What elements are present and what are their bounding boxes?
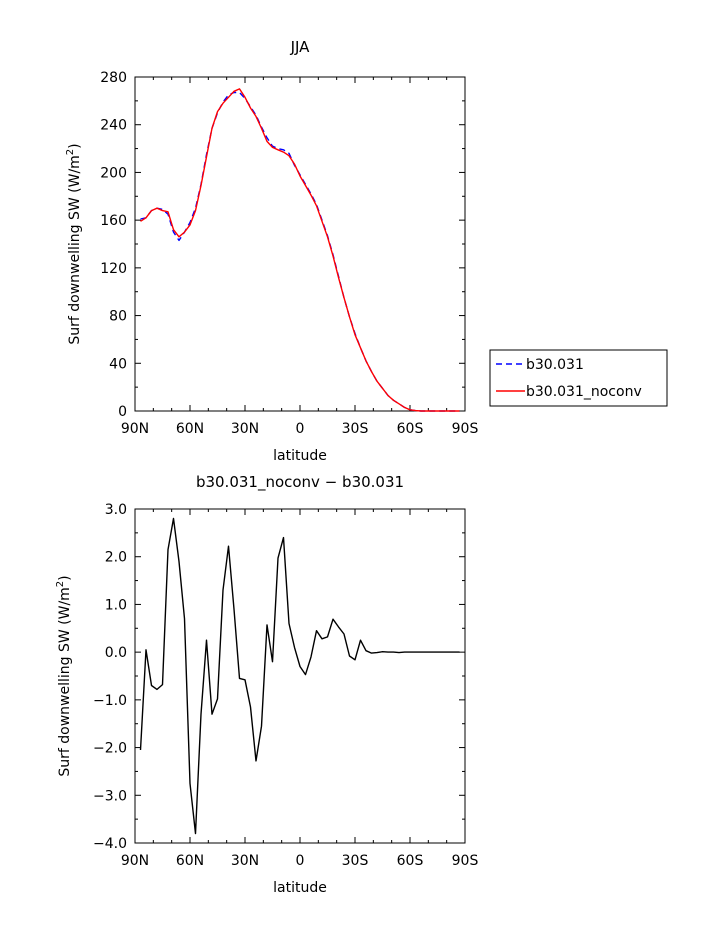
y-ticks: 0 40 80 120 160 200 240 280: [100, 70, 465, 420]
y-tick-label: 120: [100, 261, 127, 277]
y-axis-label: Surf downwelling SW (W/m2): [65, 143, 83, 344]
legend-box: [489, 349, 668, 407]
chart-top-jja: JJA 0 40 80 120 160 200 240 280 90N 60N 30N 0 30S 60…: [65, 38, 668, 464]
y-tick-label: 0: [118, 404, 127, 420]
legend: b30.031 b30.031_noconv: [489, 349, 668, 407]
y-tick-label: −3.0: [93, 788, 127, 804]
y-tick-label: 40: [109, 356, 127, 372]
x-tick-label: 0: [296, 421, 305, 437]
series-layer: [140, 88, 460, 412]
series-line-b30-031-noconv: [140, 88, 460, 412]
y-tick-label: −1.0: [93, 693, 127, 709]
x-tick-label: 60S: [397, 853, 424, 869]
chart-title: JJA: [290, 38, 311, 56]
x-tick-label: 90S: [452, 421, 479, 437]
x-tick-label: 30S: [342, 421, 369, 437]
x-axis-label: latitude: [273, 880, 327, 896]
y-tick-label: 160: [100, 213, 127, 229]
legend-label-b30-031-noconv: b30.031_noconv: [526, 384, 642, 400]
legend-label-b30-031: b30.031: [526, 357, 584, 373]
x-tick-label: 90N: [121, 421, 149, 437]
x-tick-label: 30N: [231, 853, 259, 869]
series-layer: [139, 517, 460, 835]
y-tick-label: 200: [100, 165, 127, 181]
x-ticks: 90N 60N 30N 0 30S 60S 90S: [121, 509, 479, 869]
series-line-b30-031: [140, 91, 460, 412]
plot-frame: [134, 76, 466, 412]
x-tick-label: 60S: [397, 421, 424, 437]
x-tick-label: 90S: [452, 853, 479, 869]
y-tick-label: 240: [100, 118, 127, 134]
y-tick-label: 2.0: [105, 550, 127, 566]
y-tick-label: 0.0: [105, 645, 127, 661]
y-tick-label: −2.0: [93, 741, 127, 757]
y-tick-label: 1.0: [105, 597, 127, 613]
y-ticks: −4.0 −3.0 −2.0 −1.0 0.0 1.0 2.0 3.0: [93, 502, 465, 852]
x-tick-label: 30S: [342, 853, 369, 869]
difference-line: [139, 517, 460, 835]
plot-frame: [134, 508, 466, 844]
x-tick-label: 60N: [176, 421, 204, 437]
x-tick-label: 90N: [121, 853, 149, 869]
y-tick-label: −4.0: [93, 836, 127, 852]
chart-bottom-difference: b30.031_noconv − b30.031 −4.0 −3.0 −2.0 −1.…: [55, 473, 478, 896]
x-axis-label: latitude: [273, 448, 327, 464]
chart-title: b30.031_noconv − b30.031: [196, 473, 404, 492]
y-tick-label: 80: [109, 309, 127, 325]
x-tick-label: 60N: [176, 853, 204, 869]
y-tick-label: 3.0: [105, 502, 127, 518]
x-ticks: 90N 60N 30N 0 30S 60S 90S: [121, 77, 479, 437]
x-tick-label: 30N: [231, 421, 259, 437]
y-axis-label: Surf downwelling SW (W/m2): [55, 575, 73, 776]
y-tick-label: 280: [100, 70, 127, 86]
x-tick-label: 0: [296, 853, 305, 869]
